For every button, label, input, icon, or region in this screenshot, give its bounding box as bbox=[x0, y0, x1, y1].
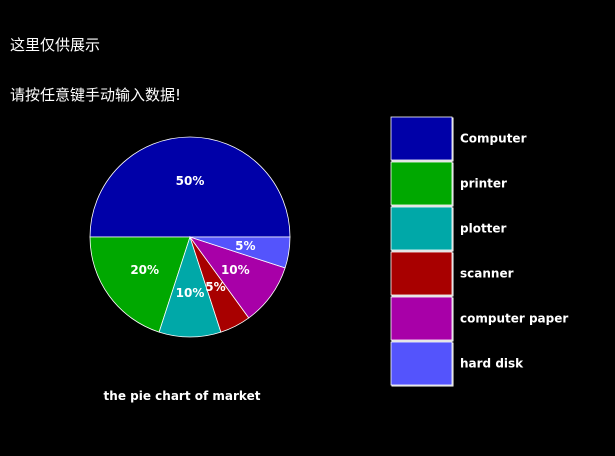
legend-label-computer: Computer bbox=[460, 132, 527, 146]
chart-title: the pie chart of market bbox=[104, 389, 261, 403]
chart-legend: Computer printer plotter scanner computer pa… bbox=[390, 116, 568, 387]
pie-slice-computer bbox=[89, 136, 291, 238]
legend-label-hard-disk: hard disk bbox=[460, 357, 524, 371]
pie-label-plotter: 10% bbox=[176, 286, 205, 300]
instruction-line-1: 这里仅供展示 bbox=[10, 36, 101, 54]
legend-label-plotter: plotter bbox=[460, 222, 507, 236]
legend-swatch-computer-paper bbox=[390, 296, 453, 341]
instruction-line-2: 请按任意键手动输入数据! bbox=[10, 86, 182, 104]
pie-label-computer-paper: 10% bbox=[221, 263, 250, 277]
legend-swatch-hard-disk bbox=[390, 341, 453, 386]
pie-label-computer: 50% bbox=[176, 174, 205, 188]
legend-swatch-printer bbox=[390, 161, 453, 206]
legend-swatch-scanner bbox=[390, 251, 453, 296]
pie-label-scanner: 5% bbox=[205, 280, 225, 294]
legend-label-computer-paper: computer paper bbox=[460, 312, 568, 326]
pie-slice-labels: 50%20%10% 5%10%5% bbox=[130, 174, 255, 300]
pie-label-hard-disk: 5% bbox=[235, 239, 255, 253]
legend-swatch-plotter bbox=[390, 206, 453, 251]
legend-swatch-computer bbox=[390, 116, 453, 161]
pie-slices bbox=[89, 136, 291, 338]
pie-slice-printer bbox=[89, 236, 191, 333]
pie-slice-hard-disk bbox=[189, 236, 291, 269]
pie-label-printer: 20% bbox=[130, 263, 159, 277]
legend-label-scanner: scanner bbox=[460, 267, 514, 281]
legend-label-printer: printer bbox=[460, 177, 507, 191]
